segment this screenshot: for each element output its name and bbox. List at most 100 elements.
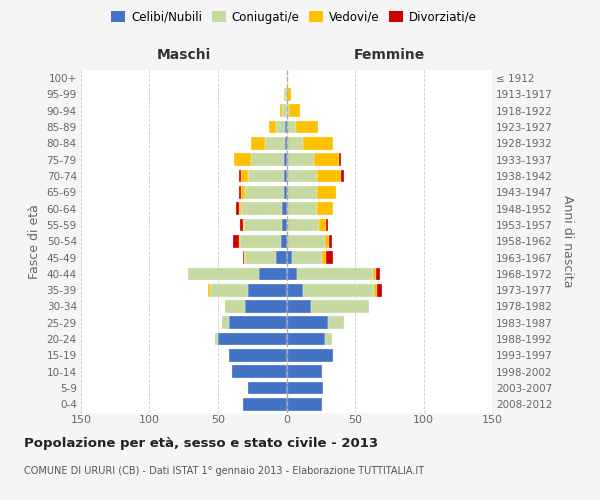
Bar: [287, 382, 323, 394]
Bar: [281, 235, 287, 248]
Bar: [229, 316, 287, 329]
Bar: [341, 170, 344, 182]
Bar: [319, 218, 326, 232]
Bar: [373, 268, 376, 280]
Bar: [242, 398, 287, 410]
Bar: [240, 235, 281, 248]
Bar: [245, 300, 287, 313]
Bar: [284, 88, 285, 101]
Bar: [208, 284, 210, 296]
Bar: [232, 366, 287, 378]
Bar: [240, 218, 242, 232]
Bar: [251, 137, 265, 150]
Bar: [275, 120, 285, 134]
Bar: [325, 235, 329, 248]
Bar: [188, 268, 259, 280]
Text: Popolazione per età, sesso e stato civile - 2013: Popolazione per età, sesso e stato civil…: [24, 438, 378, 450]
Bar: [287, 284, 303, 296]
Bar: [215, 332, 218, 345]
Bar: [287, 120, 296, 134]
Text: COMUNE DI URURI (CB) - Dati ISTAT 1° gennaio 2013 - Elaborazione TUTTITALIA.IT: COMUNE DI URURI (CB) - Dati ISTAT 1° gen…: [24, 466, 424, 476]
Bar: [287, 154, 314, 166]
Bar: [239, 170, 241, 182]
Bar: [285, 120, 287, 134]
Bar: [322, 251, 326, 264]
Bar: [283, 218, 287, 232]
Bar: [328, 316, 344, 329]
Bar: [265, 137, 285, 150]
Bar: [289, 104, 300, 117]
Bar: [284, 170, 287, 182]
Bar: [287, 88, 290, 101]
Bar: [235, 154, 251, 166]
Bar: [287, 268, 298, 280]
Bar: [225, 300, 245, 313]
Bar: [244, 251, 245, 264]
Bar: [376, 268, 380, 280]
Bar: [303, 284, 374, 296]
Bar: [287, 251, 292, 264]
Bar: [241, 186, 245, 198]
Text: Maschi: Maschi: [157, 48, 211, 62]
Bar: [317, 186, 336, 198]
Bar: [251, 154, 284, 166]
Bar: [287, 349, 333, 362]
Bar: [259, 268, 287, 280]
Bar: [241, 170, 248, 182]
Bar: [210, 284, 248, 296]
Bar: [284, 154, 287, 166]
Bar: [287, 366, 322, 378]
Bar: [236, 202, 239, 215]
Bar: [311, 300, 369, 313]
Bar: [287, 316, 328, 329]
Bar: [325, 332, 332, 345]
Bar: [287, 300, 311, 313]
Bar: [326, 218, 328, 232]
Bar: [222, 316, 229, 329]
Bar: [338, 154, 341, 166]
Bar: [287, 235, 325, 248]
Bar: [269, 120, 275, 134]
Bar: [275, 251, 287, 264]
Bar: [245, 251, 275, 264]
Bar: [329, 235, 332, 248]
Bar: [242, 218, 244, 232]
Bar: [287, 218, 319, 232]
Bar: [326, 251, 333, 264]
Bar: [284, 186, 287, 198]
Bar: [248, 170, 284, 182]
Bar: [292, 251, 322, 264]
Bar: [239, 202, 241, 215]
Bar: [218, 332, 287, 345]
Bar: [248, 382, 287, 394]
Bar: [287, 186, 317, 198]
Bar: [242, 251, 244, 264]
Y-axis label: Fasce di età: Fasce di età: [28, 204, 41, 279]
Bar: [239, 235, 240, 248]
Bar: [298, 268, 373, 280]
Bar: [377, 284, 382, 296]
Bar: [248, 284, 287, 296]
Bar: [285, 88, 287, 101]
Bar: [287, 332, 325, 345]
Bar: [283, 202, 287, 215]
Bar: [317, 170, 341, 182]
Text: Femmine: Femmine: [353, 48, 425, 62]
Bar: [239, 186, 241, 198]
Bar: [280, 104, 283, 117]
Bar: [245, 186, 284, 198]
Bar: [244, 218, 283, 232]
Bar: [317, 202, 333, 215]
Bar: [303, 137, 333, 150]
Bar: [287, 170, 317, 182]
Bar: [287, 398, 322, 410]
Bar: [229, 349, 287, 362]
Bar: [283, 104, 287, 117]
Legend: Celibi/Nubili, Coniugati/e, Vedovi/e, Divorziati/e: Celibi/Nubili, Coniugati/e, Vedovi/e, Di…: [106, 6, 482, 28]
Bar: [287, 137, 303, 150]
Y-axis label: Anni di nascita: Anni di nascita: [561, 195, 574, 288]
Bar: [285, 137, 287, 150]
Bar: [314, 154, 338, 166]
Bar: [241, 202, 283, 215]
Bar: [287, 202, 317, 215]
